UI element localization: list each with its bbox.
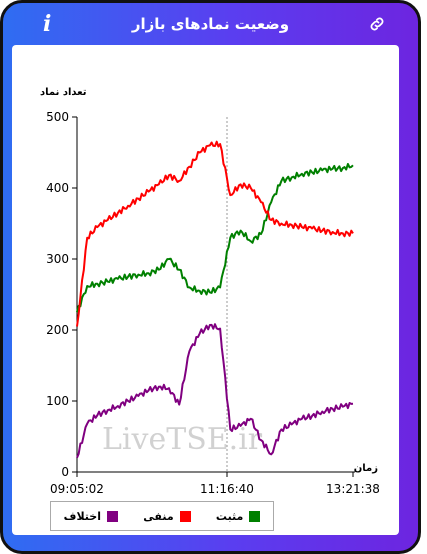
- x-tick-label: 13:21:38: [326, 482, 380, 496]
- legend-label-manfi: منفی: [143, 509, 174, 523]
- y-tick-label: 400: [46, 181, 69, 195]
- header: i وضعیت نمادهای بازار: [3, 3, 418, 45]
- legend-label-mosbat: مثبت: [215, 509, 244, 523]
- widget-title: وضعیت نمادهای بازار: [131, 15, 290, 33]
- series-line-mosbat[interactable]: [76, 163, 354, 313]
- legend-swatch-mosbat: [249, 510, 261, 522]
- legend-item-mosbat[interactable]: مثبت: [215, 509, 261, 523]
- legend: مثبت منفی اختلاف: [50, 501, 274, 531]
- y-tick-label: 0: [61, 465, 69, 479]
- y-tick-label: 500: [46, 110, 69, 124]
- legend-swatch-manfi: [179, 510, 191, 522]
- legend-item-ekhtelaf[interactable]: اختلاف: [64, 510, 118, 523]
- y-axis-title: تعداد نماد: [40, 87, 87, 98]
- link-icon[interactable]: [368, 15, 386, 33]
- legend-swatch-ekhtelaf: [107, 510, 118, 522]
- watermark: LiveTSE.ir: [102, 422, 263, 457]
- info-icon[interactable]: i: [43, 11, 52, 37]
- legend-item-manfi[interactable]: منفی: [143, 509, 191, 523]
- y-tick-label: 200: [46, 323, 69, 337]
- market-status-chart: LiveTSE.ir تعداد نماد زمان 0 100 200 300 400…: [40, 87, 380, 496]
- y-tick-label: 300: [46, 252, 69, 266]
- series-line-manfi[interactable]: [76, 140, 354, 327]
- x-axis-title: زمان: [354, 463, 378, 474]
- series-line-ekhtelaf[interactable]: [76, 323, 354, 459]
- chart-panel: LiveTSE.ir تعداد نماد زمان 0 100 200 300 400…: [12, 45, 399, 535]
- y-tick-label: 100: [46, 394, 69, 408]
- legend-label-ekhtelaf: اختلاف: [63, 509, 101, 523]
- x-tick-label: 11:16:40: [200, 482, 254, 496]
- x-tick-label: 09:05:02: [50, 482, 104, 496]
